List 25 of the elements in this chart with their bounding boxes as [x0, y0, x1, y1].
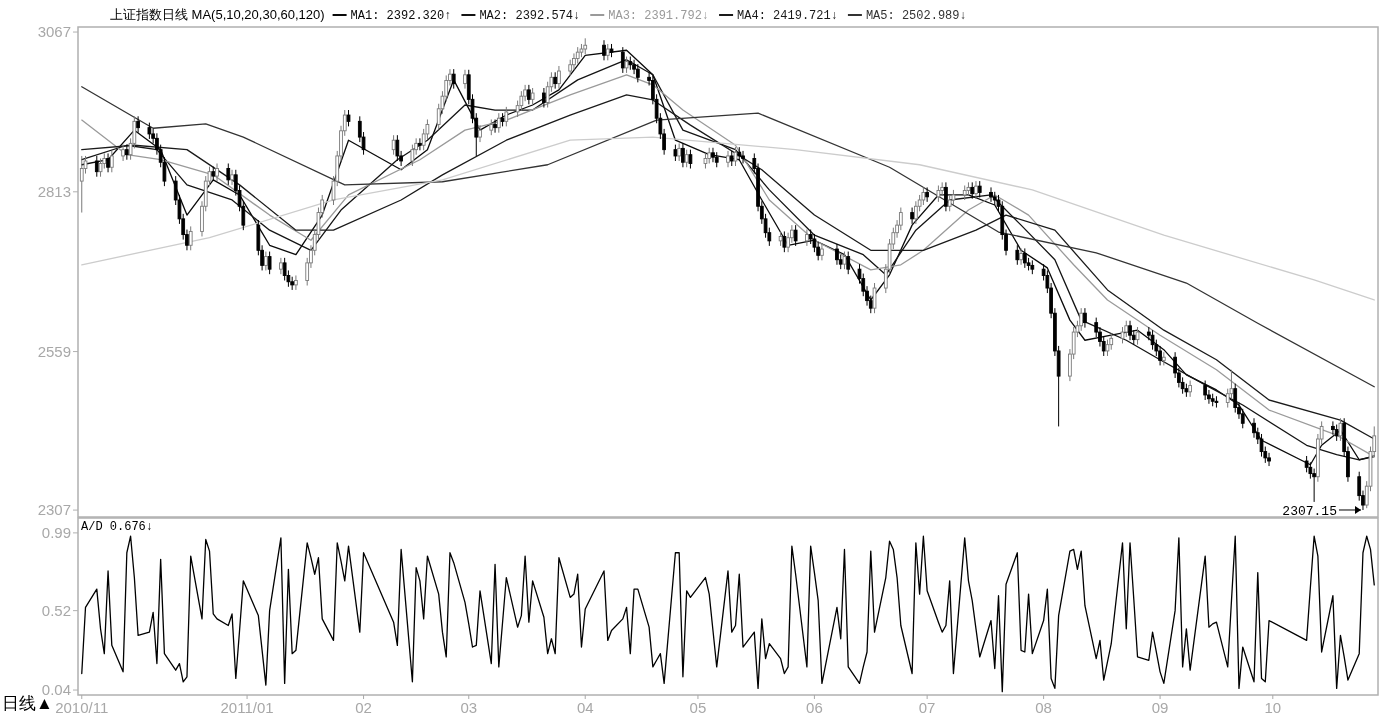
legend-label: MA5: 2502.989↓ [865, 9, 967, 23]
y-tick-label: 2559 [37, 342, 71, 360]
x-tick-label: 10 [1264, 699, 1282, 716]
y-tick-label: 0.52 [41, 601, 71, 619]
x-tick-label: 05 [689, 699, 707, 716]
y-tick-label: 0.99 [41, 523, 71, 541]
x-tick-label: 04 [576, 699, 594, 716]
x-tick-label: 07 [918, 699, 936, 716]
chart-title: A/D 0.676↓ [81, 520, 154, 534]
x-tick-label: 06 [806, 699, 823, 716]
legend-label: MA4: 2419.721↓ [737, 9, 838, 23]
chart-title: 上证指数日线 MA(5,10,20,30,60,120) [110, 7, 325, 22]
annotation: 2307.15 [1282, 503, 1337, 519]
legend-label: MA1: 2392.320↑ [350, 9, 452, 23]
x-tick-label: 02 [355, 699, 372, 716]
y-tick-label: 3067 [37, 23, 71, 41]
x-tick-label: 08 [1035, 699, 1052, 716]
x-tick-label: 2010/11 [55, 699, 109, 716]
legend-label: MA3: 2391.792↓ [608, 9, 710, 23]
y-tick-label: 2307 [37, 501, 71, 519]
x-tick-label: 09 [1151, 699, 1169, 716]
y-tick-label: 2813 [37, 182, 71, 200]
x-tick-label: 2011/01 [220, 699, 274, 716]
legend-label: MA2: 2392.574↓ [479, 9, 581, 23]
x-tick-label: 03 [460, 699, 478, 716]
